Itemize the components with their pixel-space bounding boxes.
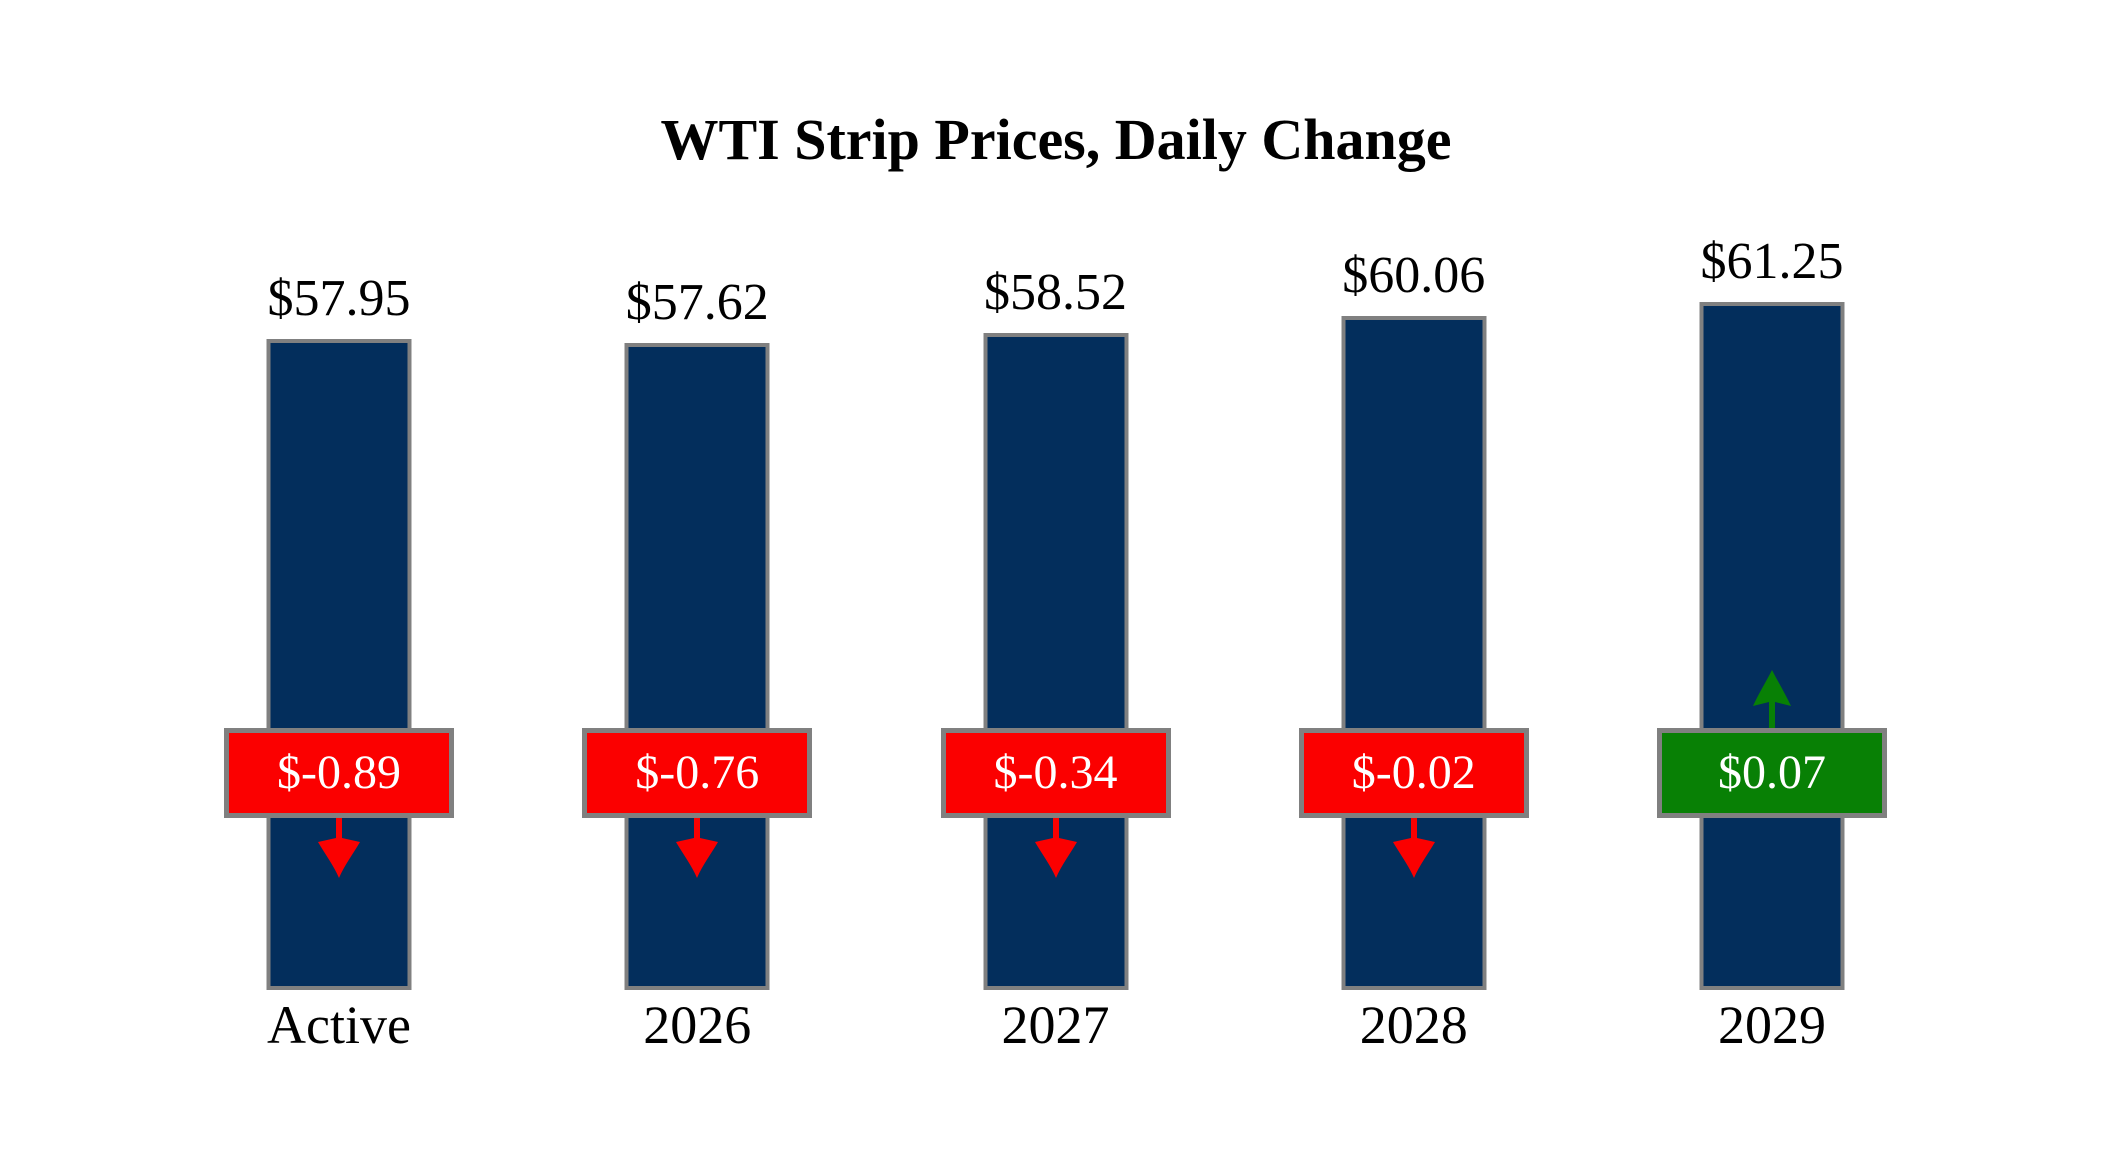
price-label: $58.52 bbox=[984, 263, 1127, 321]
change-badge: $-0.34 bbox=[940, 728, 1171, 818]
bar bbox=[1699, 302, 1845, 990]
change-badge: $-0.02 bbox=[1298, 728, 1529, 818]
price-label: $57.95 bbox=[267, 270, 411, 328]
price-label: $57.62 bbox=[625, 273, 769, 331]
up-arrow-icon bbox=[1753, 670, 1791, 732]
change-badge: $-0.89 bbox=[224, 728, 454, 818]
bar bbox=[624, 342, 770, 990]
price-label: $61.25 bbox=[1700, 233, 1844, 291]
bar-group-active: $57.95 $-0.89 Active bbox=[159, 0, 519, 1152]
bar-group-2027: $58.52 $-0.34 2027 bbox=[876, 0, 1236, 1152]
bar bbox=[266, 339, 412, 990]
category-label: 2029 bbox=[1718, 995, 1826, 1055]
category-label: 2027 bbox=[1001, 995, 1110, 1055]
bar bbox=[983, 332, 1128, 990]
bar bbox=[1341, 315, 1487, 990]
down-arrow-icon bbox=[676, 816, 719, 878]
bar-group-2026: $57.62 $-0.76 2026 bbox=[517, 0, 877, 1152]
bar-group-2029: $61.25 $0.07 2029 bbox=[1592, 0, 1952, 1152]
change-badge: $0.07 bbox=[1657, 728, 1887, 818]
category-label: 2026 bbox=[643, 995, 752, 1055]
chart-title: WTI Strip Prices, Daily Change bbox=[660, 107, 1452, 172]
category-label: Active bbox=[267, 995, 411, 1055]
bar-group-2028: $60.06 $-0.02 2028 bbox=[1234, 0, 1594, 1152]
down-arrow-icon bbox=[1392, 816, 1435, 878]
change-badge: $-0.76 bbox=[582, 728, 813, 818]
category-label: 2028 bbox=[1359, 995, 1468, 1055]
down-arrow-icon bbox=[1034, 816, 1077, 878]
price-label: $60.06 bbox=[1342, 246, 1486, 304]
down-arrow-icon bbox=[318, 816, 360, 878]
